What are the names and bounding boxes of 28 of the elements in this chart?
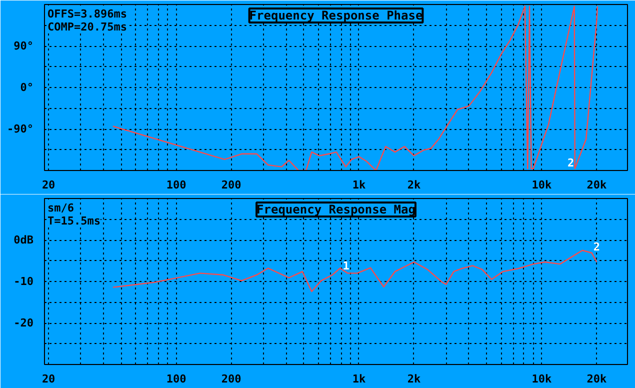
x-tick-label: 1k (352, 178, 366, 192)
annotation: sm/6 (48, 202, 74, 214)
annotation: T=15.5ms (48, 214, 100, 228)
x-tick-label: 10k (532, 178, 552, 192)
annotation: 2 (568, 156, 574, 170)
x-tick-label: 20 (42, 372, 56, 386)
x-tick-label: 2k (407, 178, 421, 192)
y-tick-label: -90° (7, 122, 34, 136)
annotation: OFFS=3.896ms (48, 8, 127, 20)
y-tick-label: 0dB (14, 234, 34, 246)
x-tick-label: 20k (586, 178, 607, 192)
x-tick-label: 200 (221, 178, 242, 192)
x-tick-label: 20 (42, 178, 56, 192)
x-tick-label: 100 (166, 372, 186, 386)
x-tick-label: 10k (532, 372, 552, 386)
x-tick-label: 1k (352, 372, 366, 386)
y-tick-label: -20 (14, 316, 34, 330)
chart-title: Frequency Response Mag (256, 202, 416, 216)
annotation: 1 (342, 259, 350, 272)
y-tick-label: 0° (20, 81, 34, 94)
y-tick-label: 90° (14, 40, 34, 52)
x-tick-label: 20k (586, 372, 607, 386)
x-tick-label: 2k (407, 372, 421, 386)
annotation: COMP=20.75ms (48, 20, 127, 34)
x-tick-label: 100 (166, 178, 186, 192)
y-tick-label: -10 (14, 275, 34, 288)
x-tick-label: 200 (221, 372, 242, 386)
annotation: 2 (593, 240, 600, 254)
